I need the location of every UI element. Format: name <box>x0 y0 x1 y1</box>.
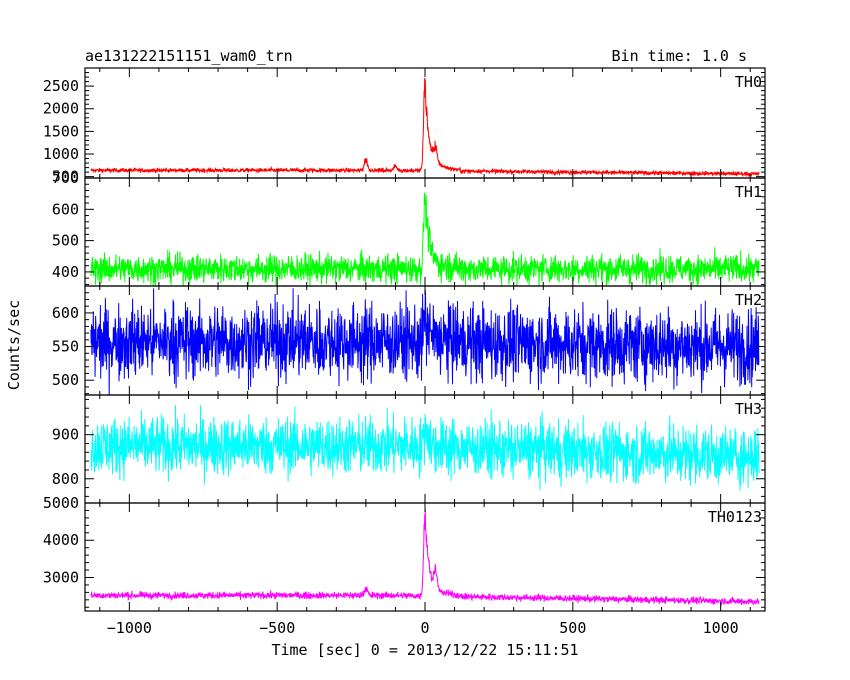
panel-th0: 500 1000 1500 2000 2500 TH0 <box>43 67 766 186</box>
y-tick-label: 700 <box>52 169 79 187</box>
x-tick-label: 0 <box>420 619 429 637</box>
y-tick-label: 800 <box>52 470 79 488</box>
y-tick-label: 2500 <box>43 77 79 95</box>
y-tick-label: 400 <box>52 263 79 281</box>
y-tick-label: 600 <box>52 200 79 218</box>
y-tick-label: 3000 <box>43 568 79 586</box>
x-axis-label: Time [sec] 0 = 2013/12/22 15:11:51 <box>271 641 578 659</box>
y-tick-label: 500 <box>52 168 79 186</box>
series-th3 <box>90 404 760 491</box>
series-th2 <box>90 288 760 395</box>
y-tick-label: 5000 <box>43 494 79 512</box>
chart-title: ae131222151151_wam0_trn <box>85 47 293 65</box>
y-tick-label: 600 <box>52 304 79 322</box>
y-tick-label: 500 <box>52 232 79 250</box>
panel-th0123: 3000 4000 5000 TH0123 <box>43 494 766 612</box>
series-th1 <box>90 192 760 286</box>
x-tick-label: 500 <box>559 619 586 637</box>
y-tick-label: 4000 <box>43 531 79 549</box>
y-tick-label: 900 <box>52 426 79 444</box>
y-tick-label: 500 <box>52 371 79 389</box>
y-tick-label: 550 <box>52 338 79 356</box>
y-tick-label: 1500 <box>43 122 79 140</box>
panel-th3: 800 900 TH3 <box>52 394 766 504</box>
panel-label-th0: TH0 <box>735 73 762 91</box>
y-tick-label: 1000 <box>43 145 79 163</box>
panel-label-th1: TH1 <box>735 183 762 201</box>
x-tick-label: −500 <box>259 619 295 637</box>
x-tick-label: −1000 <box>107 619 152 637</box>
x-tick-label: 1000 <box>703 619 739 637</box>
panel-label-th0123: TH0123 <box>708 508 762 526</box>
y-tick-label: 2000 <box>43 100 79 118</box>
series-th0123 <box>90 509 760 606</box>
y-axis-label: Counts/sec <box>5 300 23 390</box>
panel-label-th2: TH2 <box>735 291 762 309</box>
panel-th2: 500 550 600 TH2 <box>52 285 766 396</box>
series-th0 <box>90 77 760 178</box>
panel-label-th3: TH3 <box>735 400 762 418</box>
bin-time-label: Bin time: 1.0 s <box>612 47 747 65</box>
panel-th1: 400 500 600 700 TH1 <box>52 169 766 287</box>
